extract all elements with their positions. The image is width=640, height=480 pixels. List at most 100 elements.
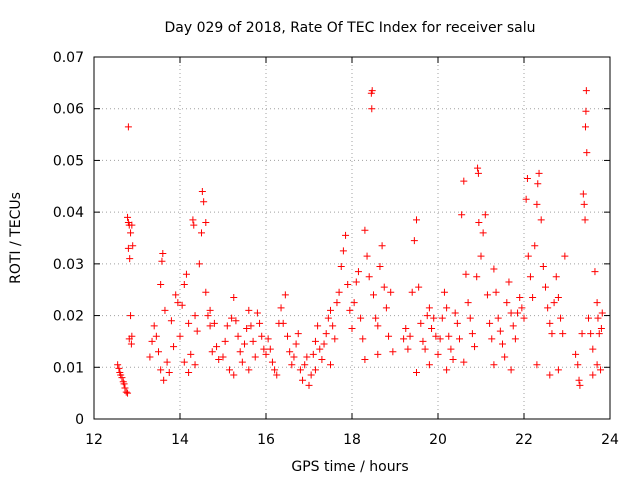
- data-point: [400, 335, 408, 343]
- data-point: [251, 353, 259, 361]
- data-point: [352, 278, 360, 286]
- data-point: [296, 366, 304, 374]
- data-point: [160, 376, 168, 384]
- data-point: [451, 309, 459, 317]
- data-point: [583, 149, 591, 157]
- data-point: [241, 340, 248, 348]
- data-point: [520, 314, 528, 322]
- y-tick-label: 0.01: [53, 360, 84, 376]
- data-point: [120, 380, 128, 388]
- data-point: [365, 273, 373, 281]
- data-point: [492, 288, 500, 296]
- data-point: [579, 190, 587, 198]
- data-point: [372, 314, 380, 322]
- data-point: [190, 221, 198, 229]
- data-point: [357, 314, 365, 322]
- data-point: [324, 314, 332, 322]
- data-point: [593, 299, 601, 307]
- y-tick-label: 0.02: [53, 309, 84, 325]
- data-point: [309, 350, 317, 358]
- data-point: [215, 356, 223, 364]
- data-point: [474, 164, 482, 172]
- x-tick-label: 14: [171, 432, 189, 448]
- data-point: [185, 319, 193, 327]
- data-point: [230, 371, 238, 379]
- data-point: [443, 304, 451, 312]
- data-point: [150, 322, 158, 330]
- data-point: [449, 356, 457, 364]
- data-point: [301, 361, 309, 369]
- data-point: [380, 283, 388, 291]
- data-point: [550, 299, 558, 307]
- data-point: [417, 319, 425, 327]
- data-point: [213, 343, 221, 351]
- data-point: [335, 288, 343, 296]
- data-point: [284, 332, 291, 340]
- data-point: [368, 105, 376, 113]
- data-point: [124, 213, 132, 221]
- data-point: [268, 358, 276, 366]
- data-point: [438, 314, 446, 322]
- data-point: [534, 180, 542, 188]
- data-point: [288, 361, 296, 369]
- data-point: [593, 361, 601, 369]
- data-point: [125, 335, 133, 343]
- data-point: [539, 262, 547, 270]
- data-point: [518, 304, 526, 312]
- data-point: [303, 353, 311, 361]
- data-point: [523, 175, 531, 183]
- data-point: [344, 281, 352, 289]
- data-point: [507, 366, 515, 374]
- chart-title: Day 029 of 2018, Rate Of TEC Index for r…: [164, 20, 535, 36]
- data-point: [277, 304, 285, 312]
- data-point: [245, 306, 253, 314]
- data-point: [316, 345, 324, 353]
- data-point: [456, 335, 463, 343]
- data-point: [122, 388, 130, 396]
- data-point: [529, 293, 537, 301]
- data-point: [260, 345, 268, 353]
- data-point: [460, 177, 468, 185]
- data-point: [597, 325, 605, 332]
- data-point: [163, 358, 171, 366]
- data-point: [374, 322, 382, 330]
- data-point: [152, 332, 160, 340]
- data-point: [232, 317, 240, 325]
- data-point: [124, 389, 132, 397]
- data-point: [228, 314, 236, 322]
- data-point: [423, 312, 431, 320]
- data-point: [161, 306, 169, 314]
- data-point: [490, 361, 498, 369]
- data-point: [447, 345, 455, 353]
- data-point: [198, 187, 206, 195]
- data-point: [460, 358, 468, 366]
- data-point: [419, 337, 427, 345]
- data-point: [499, 340, 506, 348]
- data-point: [445, 332, 453, 340]
- data-point: [468, 330, 476, 338]
- data-point: [546, 319, 554, 327]
- data-point: [342, 231, 350, 239]
- data-point: [200, 198, 208, 206]
- data-point: [581, 216, 589, 224]
- data-point: [363, 252, 371, 260]
- data-point: [578, 330, 586, 338]
- data-point: [187, 350, 195, 358]
- y-tick-label: 0.07: [53, 50, 84, 66]
- data-point: [158, 257, 166, 265]
- data-point: [436, 335, 444, 343]
- data-point: [191, 312, 199, 320]
- data-point: [314, 322, 322, 330]
- data-point: [124, 244, 132, 252]
- data-point: [533, 200, 541, 208]
- data-point: [185, 368, 193, 376]
- data-point: [389, 348, 397, 356]
- data-point: [574, 361, 582, 369]
- data-point: [290, 353, 298, 361]
- data-point: [561, 252, 569, 260]
- data-point: [385, 332, 393, 340]
- data-point: [128, 221, 136, 229]
- data-point: [374, 350, 382, 358]
- data-point: [178, 301, 186, 309]
- data-point: [176, 332, 184, 340]
